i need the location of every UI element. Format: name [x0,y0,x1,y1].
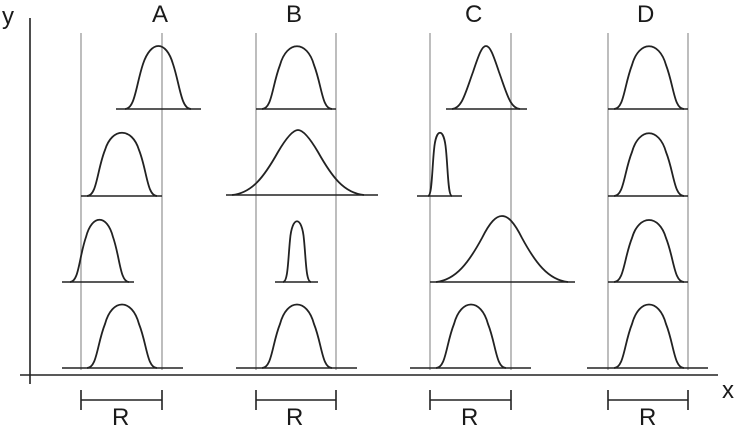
range-label: R [286,404,303,430]
x-axis-label: x [722,377,734,404]
curve-row-4 [62,303,183,369]
distribution-curve [435,215,569,283]
curve-row-2 [608,132,688,197]
curve-row-4 [236,303,357,369]
y-axis-label: y [2,3,14,30]
column-label-a: A [152,1,168,28]
column-b: B R [226,1,378,430]
curve-row-1 [608,45,688,110]
curve-row-1 [256,45,336,110]
curve-row-2 [226,129,378,196]
column-label-c: C [465,1,482,28]
range-bracket [80,390,163,410]
column-c: C R [410,1,575,430]
curve-row-3 [430,215,575,283]
distribution-curve [124,45,192,110]
range-bracket [607,390,689,410]
distribution-curve [451,45,521,110]
curve-row-1 [116,45,201,110]
curve-row-3 [608,219,688,283]
distribution-curve [613,132,685,197]
distribution-curve [613,219,685,283]
column-label-b: B [286,1,302,28]
range-label: R [639,404,656,430]
range-label: R [112,404,129,430]
column-a: A R [62,1,201,430]
distribution-curve [613,303,685,369]
curve-row-4 [410,303,531,369]
curve-row-3 [275,220,318,283]
curve-row-2 [81,132,162,197]
curve-row-1 [446,45,527,110]
curve-row-2 [417,131,462,197]
curve-row-3 [62,218,134,283]
column-d: D R [587,1,708,430]
distribution-curve [435,303,507,369]
distribution-curve [86,132,158,197]
distribution-curve [231,129,365,196]
range-bracket [429,390,512,410]
distribution-curve [282,220,312,283]
distribution-curve [86,303,158,369]
column-label-d: D [637,1,654,28]
curve-row-4 [587,303,708,369]
range-label: R [461,404,478,430]
range-bracket [255,390,337,410]
distribution-curve [261,303,333,369]
distribution-curve [69,218,130,283]
distribution-curve [261,45,333,110]
distribution-curve [427,131,453,197]
distribution-curve [613,45,685,110]
